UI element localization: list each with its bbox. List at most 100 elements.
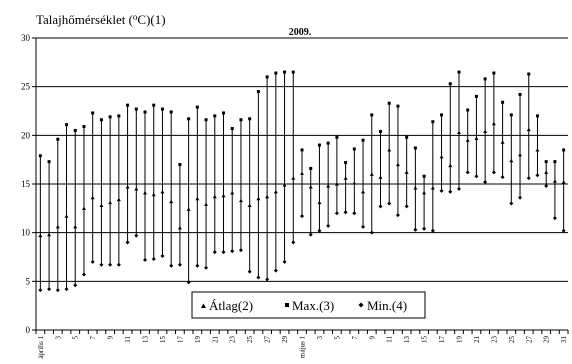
x-tick-label: 13 bbox=[142, 336, 150, 344]
max-point bbox=[256, 90, 260, 94]
min-point bbox=[38, 288, 43, 293]
min-point bbox=[526, 176, 531, 181]
data-markers bbox=[38, 70, 566, 293]
max-point bbox=[457, 70, 461, 74]
min-point bbox=[116, 262, 121, 267]
max-point bbox=[509, 113, 513, 117]
min-point bbox=[151, 256, 156, 261]
avg-point bbox=[387, 148, 392, 152]
avg-point bbox=[308, 185, 313, 189]
y-tick-label: 25 bbox=[21, 82, 31, 92]
avg-point bbox=[491, 121, 496, 126]
min-point bbox=[334, 211, 339, 216]
avg-point bbox=[221, 193, 226, 198]
avg-point bbox=[212, 194, 217, 199]
min-point bbox=[474, 174, 479, 179]
y-tick-label: 5 bbox=[26, 276, 31, 286]
x-tick-label: 29 bbox=[281, 336, 289, 344]
x-tick-label: 21 bbox=[211, 336, 219, 344]
min-point bbox=[308, 232, 313, 237]
max-point bbox=[117, 114, 121, 118]
max-point bbox=[56, 137, 60, 141]
max-point bbox=[213, 114, 217, 118]
x-tick-label: 5 bbox=[72, 336, 80, 340]
avg-point bbox=[352, 181, 357, 185]
max-point bbox=[535, 114, 539, 118]
avg-point bbox=[55, 225, 60, 229]
x-tick-label: április 1 bbox=[37, 336, 45, 359]
avg-point bbox=[134, 187, 139, 191]
min-point bbox=[99, 262, 104, 267]
legend-item-max: Max.(3) bbox=[285, 298, 334, 313]
x-tick-label: 31 bbox=[560, 336, 568, 344]
avg-point bbox=[448, 163, 453, 168]
max-point bbox=[152, 103, 156, 107]
min-point bbox=[465, 170, 470, 175]
y-axis-ticks: 0 5 10 15 20 25 30 bbox=[21, 33, 36, 335]
avg-point bbox=[561, 180, 566, 184]
max-point bbox=[413, 146, 417, 150]
x-tick-label: 7 bbox=[89, 336, 97, 340]
max-point bbox=[82, 125, 86, 129]
max-point bbox=[126, 103, 130, 107]
avg-point bbox=[509, 158, 514, 163]
y-tick-label: 30 bbox=[21, 33, 31, 43]
max-point bbox=[187, 117, 191, 121]
x-tick-label: 23 bbox=[229, 336, 237, 344]
min-point bbox=[500, 175, 505, 180]
max-point bbox=[108, 115, 112, 119]
avg-point bbox=[160, 189, 165, 194]
legend-diamond-icon bbox=[358, 302, 364, 308]
avg-point bbox=[378, 175, 383, 179]
x-tick-label: 13 bbox=[403, 336, 411, 344]
avg-point bbox=[64, 214, 69, 218]
legend-item-min: Min.(4) bbox=[358, 298, 407, 313]
ylabel-superscript: o bbox=[133, 12, 138, 22]
min-point bbox=[422, 226, 427, 231]
min-point bbox=[483, 180, 488, 185]
x-tick-label: 3 bbox=[54, 336, 62, 340]
min-point bbox=[177, 262, 182, 267]
legend-label-min: Min.(4) bbox=[367, 298, 407, 313]
x-tick-label: 29 bbox=[543, 336, 551, 344]
max-point bbox=[501, 100, 505, 104]
avg-point bbox=[238, 198, 243, 203]
min-point bbox=[518, 195, 523, 200]
avg-point bbox=[518, 153, 523, 157]
min-point bbox=[64, 287, 69, 292]
min-point bbox=[256, 275, 261, 280]
max-point bbox=[309, 166, 313, 170]
min-point bbox=[509, 201, 514, 206]
avg-point bbox=[552, 179, 557, 183]
min-point bbox=[552, 216, 557, 221]
avg-point bbox=[291, 176, 296, 180]
max-point bbox=[518, 92, 522, 96]
min-point bbox=[387, 201, 392, 206]
x-tick-label: 3 bbox=[316, 336, 324, 340]
x-tick-label: 25 bbox=[508, 336, 516, 344]
max-point bbox=[73, 128, 77, 132]
max-point bbox=[38, 154, 42, 158]
max-point bbox=[300, 148, 304, 152]
max-point bbox=[326, 141, 330, 145]
y-tick-label: 15 bbox=[21, 179, 31, 189]
avg-point bbox=[500, 140, 505, 144]
legend-item-avg: Átlag(2) bbox=[201, 298, 253, 313]
x-tick-label: 25 bbox=[246, 336, 254, 344]
ylabel-part: C)(1) bbox=[137, 12, 165, 27]
legend-label-avg: Átlag(2) bbox=[209, 298, 253, 313]
avg-point bbox=[465, 138, 470, 142]
avg-point bbox=[404, 170, 409, 174]
avg-point bbox=[73, 225, 78, 229]
max-point bbox=[274, 71, 278, 75]
min-point bbox=[273, 268, 278, 273]
min-point bbox=[561, 228, 566, 233]
min-point bbox=[160, 254, 165, 259]
legend-triangle-icon bbox=[201, 303, 206, 308]
max-point bbox=[195, 105, 199, 109]
avg-point bbox=[439, 154, 444, 159]
min-point bbox=[300, 214, 304, 219]
min-point bbox=[430, 228, 435, 233]
min-point bbox=[343, 210, 348, 215]
y-tick-label: 0 bbox=[26, 325, 31, 335]
